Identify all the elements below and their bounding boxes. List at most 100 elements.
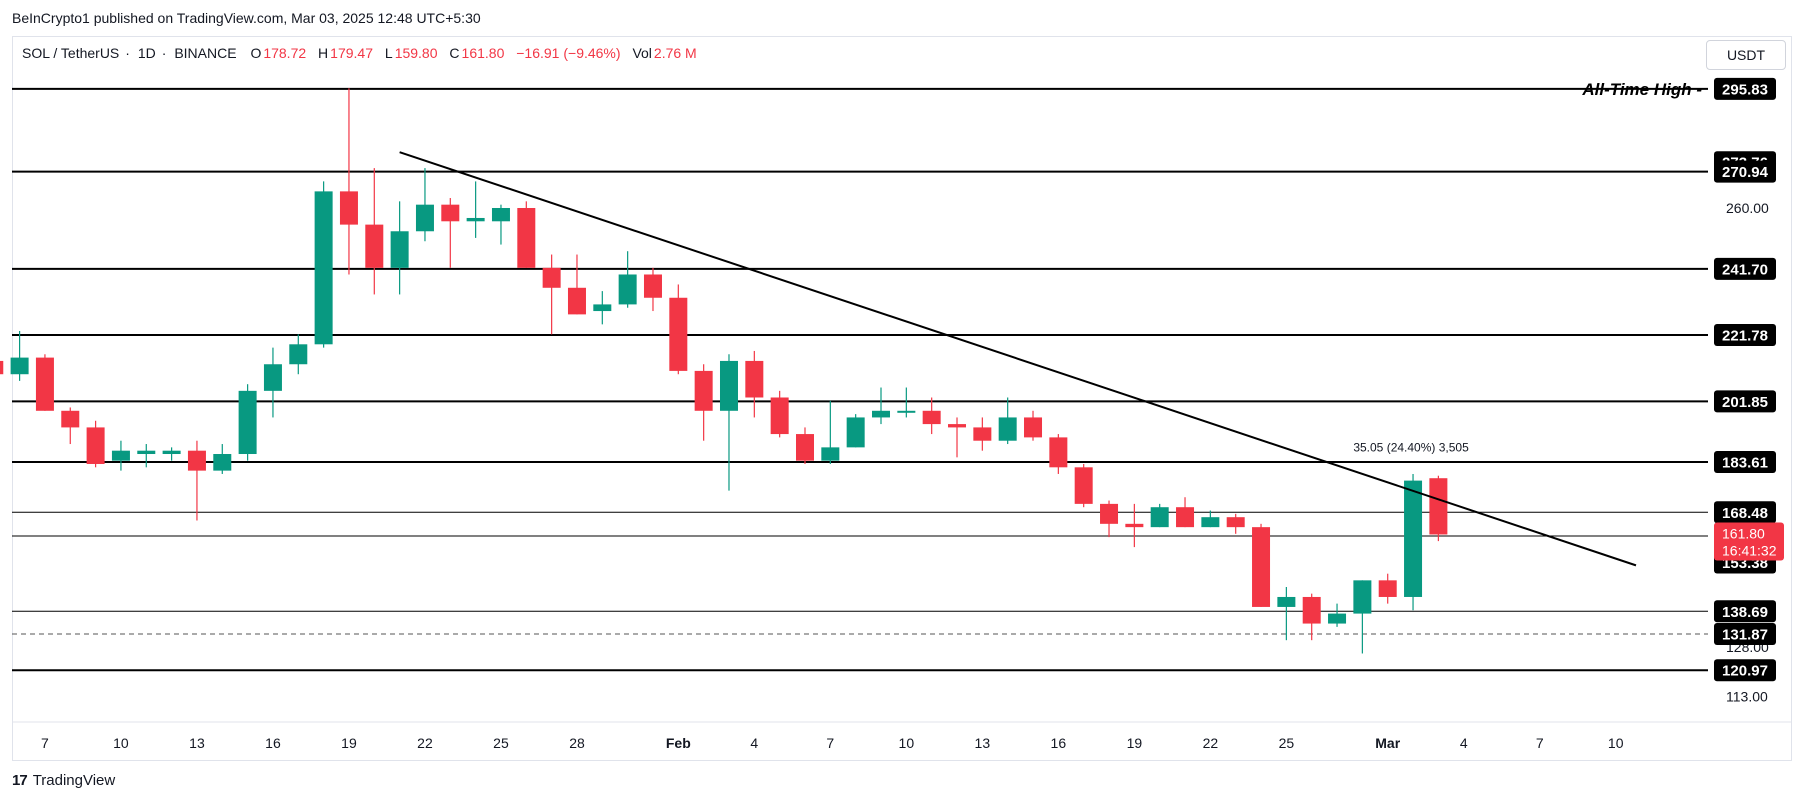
- candle-body[interactable]: [0, 360, 4, 375]
- level-price-tag[interactable]: [1714, 160, 1776, 183]
- candle-body[interactable]: [1049, 437, 1068, 468]
- candle-body[interactable]: [1201, 517, 1220, 528]
- level-price-tag[interactable]: [1714, 600, 1776, 623]
- candle-body[interactable]: [415, 204, 434, 232]
- candle-body[interactable]: [745, 360, 764, 398]
- candle-body[interactable]: [1404, 480, 1423, 597]
- ath-annotation: All-Time High -: [1581, 80, 1702, 99]
- currency-button[interactable]: USDT: [1706, 40, 1786, 70]
- candle-body[interactable]: [86, 427, 105, 464]
- level-price-label: 138.69: [1722, 604, 1768, 621]
- candle-body[interactable]: [365, 224, 384, 268]
- candle-body[interactable]: [795, 434, 814, 461]
- candle-body[interactable]: [1125, 523, 1144, 528]
- level-price-label: 270.94: [1722, 164, 1769, 181]
- candle-body[interactable]: [111, 450, 130, 461]
- legend-close-label: C: [449, 45, 460, 61]
- candle-body[interactable]: [1277, 596, 1296, 607]
- level-price-tag[interactable]: [1714, 622, 1776, 645]
- chart-frame: [12, 36, 1792, 761]
- level-price-tag[interactable]: [1714, 659, 1776, 682]
- candle-body[interactable]: [922, 410, 941, 425]
- candle-body[interactable]: [1226, 517, 1245, 528]
- legend-low-value: 159.80: [394, 45, 438, 61]
- candle-body[interactable]: [35, 357, 54, 411]
- candle-body[interactable]: [1024, 417, 1043, 438]
- candle-body[interactable]: [618, 274, 637, 305]
- candle-body[interactable]: [1302, 596, 1321, 624]
- level-price-tag[interactable]: [1714, 501, 1776, 524]
- candle-body[interactable]: [1328, 613, 1347, 624]
- candle-body[interactable]: [542, 267, 561, 288]
- level-price-tag[interactable]: [1714, 77, 1776, 100]
- time-axis-tick: 13: [189, 735, 205, 751]
- candle-body[interactable]: [998, 417, 1017, 441]
- candle-body[interactable]: [517, 207, 536, 268]
- candle-body[interactable]: [897, 410, 916, 413]
- candle-body[interactable]: [289, 344, 308, 365]
- candle-body[interactable]: [973, 427, 992, 441]
- candle-body[interactable]: [1378, 580, 1397, 597]
- candle-body[interactable]: [187, 450, 206, 471]
- candle-body[interactable]: [390, 231, 409, 268]
- candle-body[interactable]: [1150, 507, 1169, 528]
- candle-body[interactable]: [61, 410, 80, 428]
- candle-body[interactable]: [1074, 467, 1093, 504]
- candle-body[interactable]: [137, 450, 156, 455]
- legend-change: −16.91 (−9.46%): [516, 45, 621, 61]
- candle-body[interactable]: [1353, 580, 1372, 614]
- level-price-label: 131.87: [1722, 626, 1768, 643]
- candle-body[interactable]: [339, 191, 358, 225]
- candle-body[interactable]: [1252, 527, 1271, 607]
- time-axis-tick: 28: [569, 735, 585, 751]
- publisher-line: BeInCrypto1 published on TradingView.com…: [12, 10, 481, 26]
- candle-body[interactable]: [491, 207, 510, 222]
- trendline[interactable]: [399, 151, 1637, 567]
- time-axis-tick: 19: [341, 735, 357, 751]
- candle-body[interactable]: [466, 217, 485, 222]
- candle-body[interactable]: [872, 410, 891, 418]
- candle-body[interactable]: [694, 370, 713, 411]
- candle-body[interactable]: [846, 417, 865, 448]
- time-axis-tick: 10: [899, 735, 915, 751]
- current-price-tag[interactable]: [1714, 522, 1784, 561]
- legend-interval[interactable]: 1D: [137, 45, 156, 61]
- legend-vol-value: 2.76 M: [653, 45, 697, 61]
- level-price-tag[interactable]: [1714, 450, 1776, 473]
- candle-body[interactable]: [593, 304, 612, 312]
- level-price-tag[interactable]: [1714, 390, 1776, 413]
- candle-body[interactable]: [263, 364, 282, 391]
- price-axis-tick: 260.00: [1726, 200, 1769, 216]
- candle-body[interactable]: [1429, 478, 1448, 535]
- tradingview-brand[interactable]: 17 TradingView: [12, 772, 115, 789]
- candle-body[interactable]: [238, 390, 257, 455]
- level-price-label: 221.78: [1722, 328, 1768, 345]
- candle-body[interactable]: [10, 357, 29, 375]
- candle-body[interactable]: [314, 191, 333, 345]
- level-price-label: 201.85: [1722, 394, 1768, 411]
- time-axis-tick: 10: [113, 735, 129, 751]
- level-price-tag[interactable]: [1714, 257, 1776, 280]
- candle-body[interactable]: [719, 360, 738, 411]
- candle-body[interactable]: [1176, 507, 1195, 528]
- candle-body[interactable]: [770, 397, 789, 435]
- candle-body[interactable]: [948, 424, 967, 428]
- candle-body[interactable]: [162, 450, 181, 455]
- legend-symbol[interactable]: SOL / TetherUS: [22, 45, 120, 61]
- level-price-label: 295.83: [1722, 81, 1768, 98]
- candle-body[interactable]: [821, 447, 840, 461]
- candle-body[interactable]: [441, 204, 460, 222]
- time-axis-tick: 16: [265, 735, 281, 751]
- candle-body[interactable]: [669, 297, 688, 371]
- candle-body[interactable]: [213, 454, 232, 471]
- candle-body[interactable]: [643, 274, 662, 298]
- price-axis-tick: 113.00: [1726, 689, 1768, 705]
- legend-close-value: 161.80: [461, 45, 505, 61]
- candle-body[interactable]: [1100, 503, 1119, 524]
- level-price-tag[interactable]: [1714, 324, 1776, 347]
- bar-countdown-label: 16:41:32: [1722, 542, 1777, 558]
- legend-open-value: 178.72: [263, 45, 307, 61]
- time-axis-tick: 19: [1127, 735, 1143, 751]
- candle-body[interactable]: [567, 287, 586, 315]
